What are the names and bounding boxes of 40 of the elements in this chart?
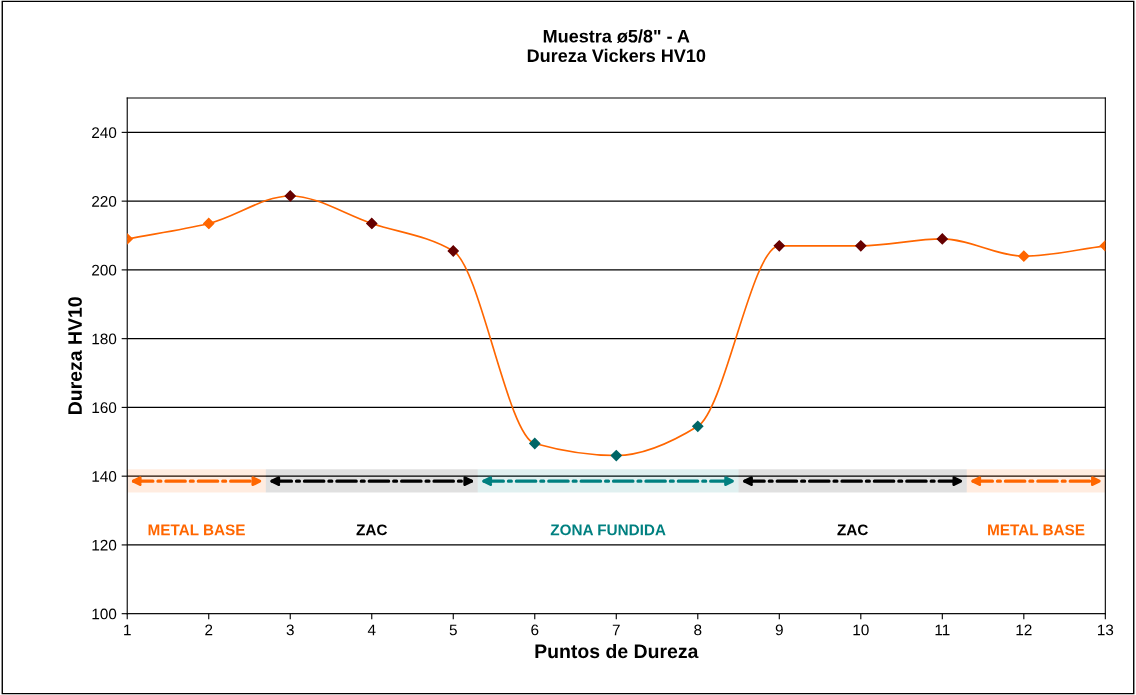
y-axis-title: Dureza HV10 [68,297,82,414]
band-label: METAL BASE [148,524,245,536]
x-tick-label: 3 [286,624,294,636]
x-tick-label: 7 [612,624,620,636]
band-label: ZONA FUNDIDA [550,524,666,536]
y-tick-label: 180 [92,333,117,345]
band-label: METAL BASE [988,524,1085,536]
band-label: ZAC [837,524,868,536]
y-tick-label: 220 [92,196,117,207]
x-tick-label: 4 [367,624,376,636]
chart-title: Muestra ø5/8" - A Dureza Vickers HV10 [527,29,706,63]
point [284,190,296,202]
y-tick-label: 200 [92,264,117,276]
x-tick-label: 11 [935,624,950,636]
x-tick-label: 8 [694,624,702,636]
x-tick-label: 13 [1098,624,1114,636]
point [447,245,459,257]
x-tick-label: 6 [531,624,539,636]
x-tick-label: 1 [124,624,131,636]
x-tick-label: 2 [205,624,213,636]
y-tick-label: 240 [92,127,117,139]
point [366,217,378,230]
point [529,437,541,450]
y-tick-label: 160 [92,402,117,414]
x-tick-label: 5 [449,624,457,636]
x-tick-label: 9 [775,624,783,636]
point [610,449,622,462]
point [936,233,948,245]
point [1018,250,1030,262]
y-tick-label: 120 [92,539,117,551]
y-tick-label: 140 [92,471,117,482]
point [773,240,785,252]
point [203,217,215,230]
x-tick-label: 12 [1016,624,1032,636]
point [855,240,867,252]
point [692,420,704,432]
y-tick-label: 100 [92,608,117,620]
band-label: ZAC [356,524,388,536]
x-axis-title: Puntos de Dureza [535,643,699,659]
x-tick-label: 10 [853,624,869,636]
